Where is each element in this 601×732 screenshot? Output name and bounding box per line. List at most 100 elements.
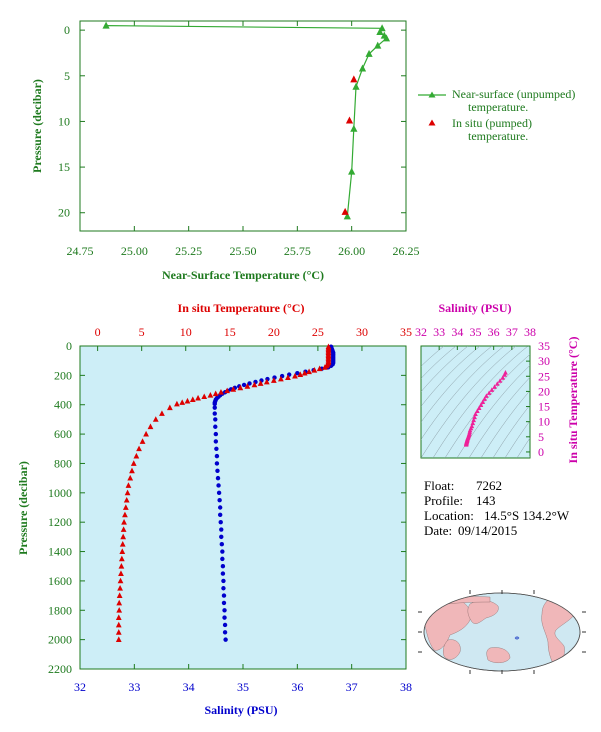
profile-value: 143 [476,493,496,508]
salinity-axis-tick-label: 33 [128,680,140,694]
near-surface-y-tick-label: 5 [64,69,70,83]
profile-plot-frame [79,345,407,670]
temperature-point [311,367,318,373]
ts-y-tick-label: 35 [538,339,550,353]
temperature-point [121,518,127,525]
ts-y-tick-label: 5 [538,430,544,444]
salinity-point [222,622,228,628]
temperature-point [159,410,165,416]
ts-x-tick-label: 32 [415,325,427,339]
pressure-tick-label: 2200 [48,662,72,676]
salinity-point [222,608,227,613]
density-contour [421,346,481,407]
location-label: Location: [424,508,474,523]
pumped-temp-point [345,116,354,124]
salinity-point [213,431,219,437]
salinity-point [213,424,218,429]
salinity-point [217,512,223,518]
profile-bottom-x-label: Salinity (PSU) [204,703,277,717]
density-contour [492,404,530,458]
ts-y-tick-label: 0 [538,445,544,459]
temperature-point [263,378,270,385]
ts-point [480,399,486,404]
temperature-point [133,452,140,459]
near-surface-chart: 24.75 25.00 25.25 25.50 25.75 26.00 26.25 0 5 10… [30,20,575,282]
date-label: Date: [424,523,452,538]
ts-point [470,420,476,426]
unpumped-temp-point [376,27,384,35]
density-contour [421,346,445,367]
legend-pumped-line1: In situ (pumped) [452,116,532,130]
pumped-temp-point [350,75,358,83]
temperature-point [201,393,208,400]
temperature-point [122,504,129,510]
temperature-point [116,607,123,613]
ts-y-tick-label: 20 [538,384,550,398]
temp-axis-tick-label: 15 [224,325,236,339]
near-surface-x-tick-label: 25.50 [230,244,257,258]
salinity-point [295,370,300,376]
pressure-tick-label: 1600 [48,574,72,588]
pressure-tick-label: 1000 [48,486,72,500]
ts-x-tick-label: 37 [506,325,518,339]
ts-point [497,378,503,383]
salinity-point [217,497,222,503]
temperature-point [166,404,173,411]
near-surface-y-tick-label: 10 [58,114,70,128]
salinity-point [212,411,217,416]
salinity-axis-tick-label: 38 [400,680,412,694]
ts-point [474,408,480,414]
salinity-axis-tick-label: 36 [291,680,303,694]
salinity-point [216,483,221,488]
salinity-point [213,417,218,422]
temp-axis-tick-label: 5 [139,325,145,339]
near-surface-x-tick-label: 25.00 [121,244,148,258]
near-surface-x-tick-label: 26.25 [393,244,420,258]
temp-axis-tick-label: 35 [400,325,412,339]
profile-top-x-label: In situ Temperature (°C) [178,301,305,315]
temperature-point [118,570,124,576]
salinity-point [222,630,228,635]
map-landmass [443,639,461,660]
map-landmass [486,647,511,663]
unpumped-temp-point [348,167,356,175]
ts-y-label: In situ Temperature (°C) [566,337,580,464]
pressure-tick-label: 1800 [48,603,72,617]
temp-axis-tick-label: 20 [268,325,280,339]
near-surface-x-label: Near-Surface Temperature (°C) [162,268,324,282]
legend-marker-pumped [428,119,436,126]
temp-axis-tick-label: 0 [95,325,101,339]
temperature-point [136,445,142,452]
unpumped-temp-point [382,34,391,42]
ts-point [471,417,477,423]
ts-point [463,442,469,447]
float-location-marker-icon: * [514,634,520,646]
density-contour [421,346,517,458]
temperature-point [130,460,137,466]
ts-point [484,393,489,398]
salinity-point [247,381,252,386]
pressure-tick-label: 200 [54,368,72,382]
temperature-point [189,396,196,402]
salinity-point [214,446,219,451]
salinity-point [241,382,247,388]
pressure-tick-label: 800 [54,456,72,470]
ts-point [492,384,497,389]
ts-x-tick-label: 36 [488,325,500,339]
ts-point [494,381,500,386]
density-contour [480,390,530,458]
float-info: Float: 7262 Profile: 143 Location: 14.5°… [424,478,570,538]
pressure-tick-label: 600 [54,427,72,441]
temperature-point [257,380,264,386]
temperature-point [306,368,312,375]
temperature-point [143,430,149,437]
ts-plot-frame [420,345,531,459]
temperature-point [119,548,126,554]
salinity-point [217,505,223,510]
salinity-point [215,475,221,481]
temperature-point [244,383,251,389]
legend-marker-unpumped [428,91,436,98]
ts-x-tick-label: 38 [524,325,536,339]
